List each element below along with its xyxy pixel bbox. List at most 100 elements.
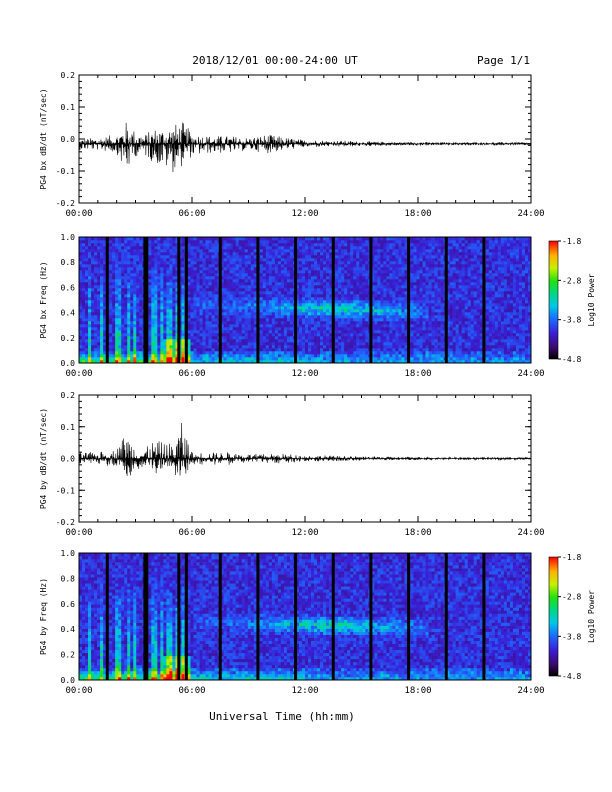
spectrogram-cell [395,288,399,292]
spectrogram-cell [151,276,155,280]
spectrogram-cell [362,288,366,292]
spectrogram-cell [94,291,98,295]
spectrogram-cell [374,237,378,241]
spectrogram-cell [172,351,176,355]
spectrogram-cell [323,285,327,289]
spectrogram-cell [398,255,402,259]
spectrogram-cell [314,303,318,307]
spectrogram-cell [344,267,348,271]
spectrogram-cell [112,339,116,343]
spectrogram-cell [277,321,282,325]
spectrogram-cell [130,303,134,307]
spectrogram-cell [404,282,408,286]
spectrogram-cell [190,345,194,349]
spectrogram-cell [268,294,273,298]
spectrogram-cell [193,258,197,262]
spectrogram-cell [112,249,116,253]
spectrogram-cell [395,351,399,355]
spectrogram-cell [353,294,357,298]
spectrogram-cell [130,309,134,313]
spectrogram-cell [404,252,408,256]
spectrogram-cell [175,360,179,364]
spectrogram-cell [127,261,131,265]
spectrogram-cell [311,360,315,364]
spectrogram-cell [244,261,249,265]
spectrogram-cell [344,315,348,319]
spectrogram-cell [100,309,104,313]
spectrogram-cell [289,243,294,247]
spectrogram-cell [127,321,131,325]
spectrogram-cell [175,240,179,244]
spectrogram-cell [377,330,381,334]
spectrogram-cell [202,273,206,277]
spectrogram-cell [389,285,393,289]
spectrogram-cell [283,336,288,340]
spectrogram-cell [301,342,306,346]
spectrogram-cell [359,279,363,283]
spectrogram-cell [274,312,279,316]
spectrogram-cell [347,300,351,304]
spectrogram-cell [112,282,116,286]
spectrogram-cell [320,357,324,361]
spectrogram-cell [118,261,122,265]
spectrogram-cell [160,267,164,271]
spectrogram-cell [130,261,134,265]
spectrogram-cell [187,315,191,319]
spectrogram-cell [193,354,197,358]
spectrogram-cell [241,237,246,241]
spectrogram-cell [139,270,143,274]
spectrogram-cell [326,360,330,364]
spectrogram-cell [130,315,134,319]
spectrogram-cell [338,297,342,301]
spectrogram-cell [229,342,233,346]
spectrogram-cell [130,285,134,289]
spectrogram-cell [286,273,291,277]
spectrogram-cell [301,351,306,355]
spectrogram-cell [389,252,393,256]
spectrogram-cell [380,315,384,319]
spectrogram-cell [97,243,101,247]
spectrogram-cell [326,321,330,325]
spectrogram-cell [163,249,167,253]
spectrogram-cell [374,351,378,355]
spectrogram-cell [371,306,375,310]
spectrogram-cell [317,351,321,355]
spectrogram-cell [353,351,357,355]
spectrogram-cell [389,276,393,280]
spectrogram-cell [365,276,369,280]
spectrogram-cell [223,249,227,253]
spectrogram-cell [347,306,351,310]
spectrogram-cell [250,255,255,259]
spectrogram-cell [202,354,206,358]
spectrogram-cell [280,345,285,349]
spectrogram-cell [338,330,342,334]
spectrogram-cell [329,357,333,361]
spectrogram-cell [154,297,158,301]
spectrogram-cell [220,345,224,349]
spectrogram-cell [172,357,176,361]
spectrogram-cell [410,249,414,253]
spectrogram-cell [389,261,393,265]
spectrogram-cell [401,285,405,289]
spectrogram-cell [163,315,167,319]
spectrogram-cell [344,246,348,250]
spectrogram-cell [121,360,125,364]
spectrogram-cell [314,255,318,259]
dbdt-trace [78,122,532,172]
page-number: Page 1/1 [477,54,530,67]
spectrogram-cell [247,357,252,361]
spectrogram-cell [277,264,282,268]
spectrogram-cell [223,276,227,280]
spectrogram-cell [377,348,381,352]
spectrogram-cell [202,309,206,313]
spectrogram-cell [118,255,122,259]
spectrogram-cell [151,360,155,364]
spectrogram-cell [353,279,357,283]
spectrogram-cell [226,276,230,280]
spectrogram-cell [383,336,387,340]
spectrogram-cell [181,291,185,295]
spectrogram-cell [193,312,197,316]
spectrogram-cell [244,315,249,319]
spectrogram-cell [305,255,309,259]
spectrogram-cell [199,351,203,355]
